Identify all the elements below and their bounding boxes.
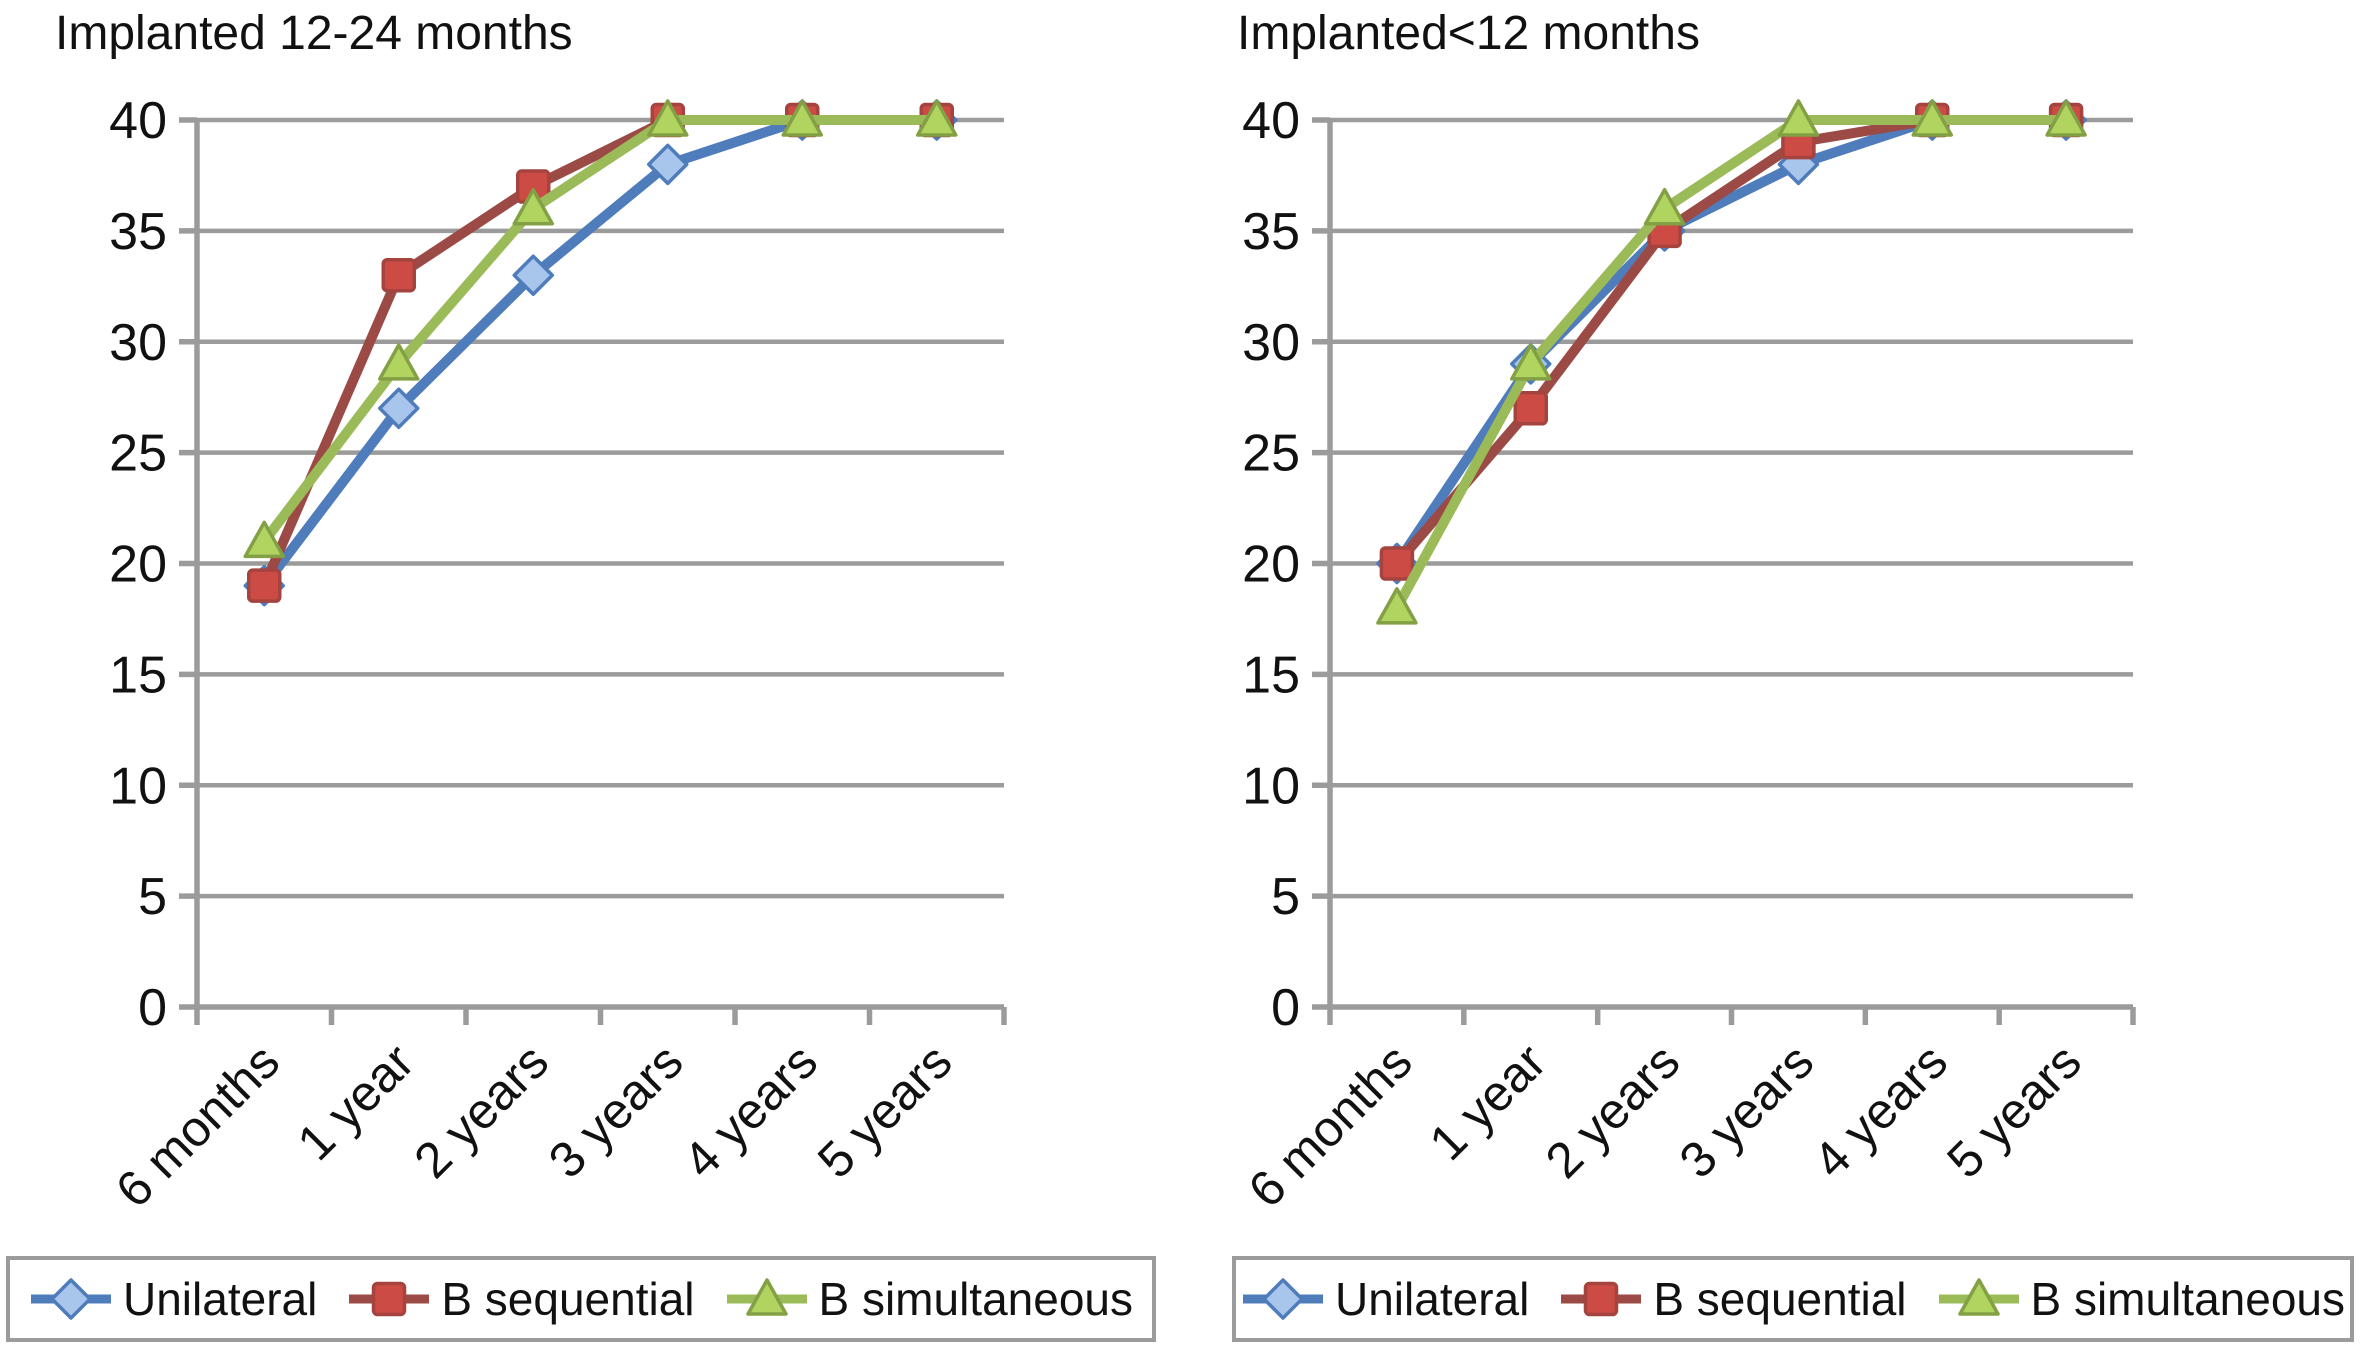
chart-implanted-under-12-months: Implanted<12 months 0 5 10 15 20 25 30 35 40 6 mo…	[1180, 0, 2360, 1349]
y-tick-label: 20	[1242, 536, 1300, 594]
y-tick-label: 30	[1242, 314, 1300, 372]
x-category-label: 2 years	[403, 1033, 559, 1189]
legend-label: Unilateral	[1335, 1273, 1530, 1325]
y-tick-label: 40	[109, 92, 167, 150]
y-tick-label: 40	[1242, 92, 1300, 150]
y-tick-label: 15	[109, 646, 167, 704]
square-marker	[1379, 546, 1415, 581]
triangle-marker	[1777, 99, 1820, 137]
diamond-marker	[647, 143, 689, 186]
square-marker	[1513, 391, 1548, 426]
x-category-label: 6 months	[105, 1033, 290, 1218]
triangle-marker	[916, 99, 958, 137]
y-tick-label: 30	[109, 314, 167, 372]
x-category-label: 6 months	[1238, 1033, 1423, 1218]
square-marker	[247, 568, 282, 603]
triangle-marker	[647, 99, 689, 137]
x-category-label: 3 years	[538, 1033, 694, 1189]
legend-item-b-sequential: B sequential	[347, 1272, 695, 1326]
triangle-marker	[1643, 187, 1686, 226]
legend-label: B simultaneous	[2030, 1273, 2346, 1325]
legend-label: B simultaneous	[818, 1273, 1134, 1325]
y-tick-label: 20	[109, 536, 167, 594]
diamond-marker	[378, 387, 420, 430]
y-tick-label: 15	[1242, 646, 1300, 704]
legend-item-b-sequential: B sequential	[1559, 1272, 1907, 1326]
square-legend-marker	[349, 1281, 430, 1317]
square-legend-marker	[1561, 1281, 1642, 1317]
triangle-legend-marker	[726, 1278, 807, 1316]
legend-item-unilateral: Unilateral	[1241, 1272, 1529, 1326]
diamond-legend-marker	[1243, 1278, 1323, 1320]
x-category-label: 4 years	[672, 1033, 828, 1189]
triangle-marker	[1376, 587, 1418, 625]
triangle-marker	[512, 187, 554, 226]
chart-title: Implanted 12-24 months	[55, 7, 573, 60]
y-tick-label: 5	[1271, 868, 1300, 926]
y-tick-label: 25	[109, 425, 167, 483]
legend-label: B sequential	[1653, 1273, 1907, 1325]
chart-implanted-12-24-months: Implanted 12-24 months 0 5 10 15 20 25 30 35 40 6…	[6, 7, 1156, 1342]
x-category-label: 4 years	[1802, 1033, 1958, 1189]
triangle-marker	[2045, 99, 2087, 137]
legend-label: Unilateral	[123, 1273, 318, 1325]
legend-item-b-simultaneous: B simultaneous	[1937, 1272, 2346, 1326]
y-tick-label: 0	[138, 979, 167, 1037]
legend-item-b-simultaneous: B simultaneous	[725, 1272, 1134, 1326]
x-category-label: 5 years	[1936, 1033, 2092, 1189]
triangle-marker	[1911, 99, 1953, 137]
y-tick-label: 35	[109, 203, 167, 261]
triangle-marker	[1957, 1278, 2000, 1316]
y-tick-label: 10	[1242, 757, 1300, 815]
x-category-label: 5 years	[807, 1033, 963, 1189]
diamond-marker	[50, 1278, 92, 1320]
y-tick-label: 5	[138, 868, 167, 926]
triangle-marker	[781, 99, 823, 137]
x-category-label: 2 years	[1535, 1033, 1691, 1189]
y-tick-label: 0	[1271, 979, 1300, 1037]
y-tick-label: 10	[109, 757, 167, 815]
triangle-marker	[1510, 343, 1552, 381]
diamond-legend-marker	[31, 1278, 111, 1320]
triangle-marker	[243, 520, 285, 559]
triangle-legend-marker	[1938, 1278, 2019, 1316]
triangle-marker	[745, 1278, 788, 1316]
diamond-marker	[1262, 1278, 1304, 1320]
series-line-b-simultaneous	[1391, 115, 2072, 613]
legend-item-unilateral: Unilateral	[29, 1272, 317, 1326]
legend-label: B sequential	[441, 1273, 695, 1325]
series-line-b-simultaneous	[259, 115, 942, 547]
legend: Unilateral B sequential B simultaneous	[6, 1256, 1156, 1342]
x-category-label: 3 years	[1669, 1033, 1825, 1189]
y-tick-label: 35	[1242, 203, 1300, 261]
diamond-marker	[512, 254, 554, 296]
legend: Unilateral B sequential B simultaneous	[1232, 1256, 2354, 1342]
square-marker	[381, 257, 416, 293]
chart-title: Implanted<12 months	[1237, 7, 1700, 60]
square-marker	[372, 1281, 407, 1317]
triangle-marker	[378, 343, 420, 381]
square-marker	[1584, 1281, 1619, 1317]
y-tick-label: 25	[1242, 425, 1300, 483]
series-line-b-sequential	[259, 115, 942, 591]
